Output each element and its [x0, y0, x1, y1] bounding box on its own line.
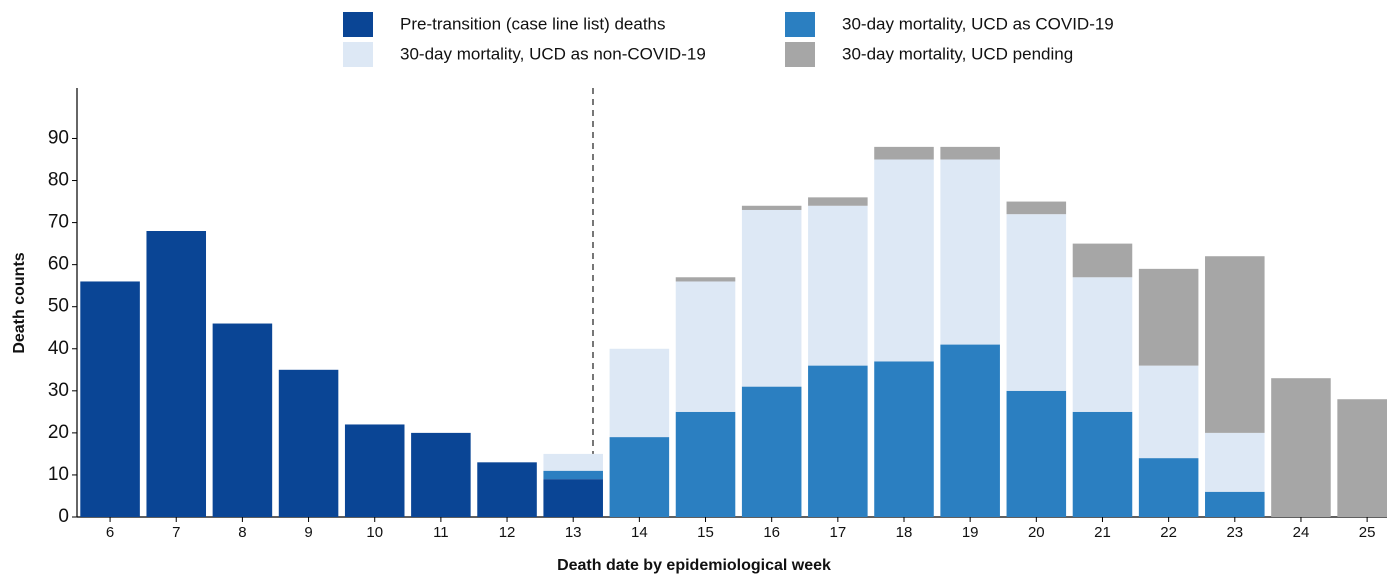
bar-segment	[80, 281, 140, 517]
x-tick-label: 8	[238, 524, 246, 541]
bar-segment	[543, 453, 603, 471]
bar-segment	[1138, 268, 1199, 366]
x-tick-label: 22	[1160, 524, 1177, 541]
x-tick-label: 15	[697, 524, 714, 541]
x-tick-label: 14	[631, 524, 648, 541]
bar-segment	[1205, 491, 1265, 517]
x-tick-label: 18	[896, 524, 913, 541]
bar-segment	[874, 159, 934, 362]
bar-segment	[1138, 458, 1199, 517]
legend-label: Pre-transition (case line list) deaths	[400, 14, 666, 33]
legend-label: 30-day mortality, UCD as non-COVID-19	[400, 44, 706, 63]
bar-segment	[212, 323, 273, 517]
bar-segment	[940, 344, 1000, 517]
bar-segment	[675, 277, 736, 282]
y-tick-label: 20	[48, 422, 69, 443]
bar-segment	[1072, 411, 1133, 517]
bar-segment	[940, 146, 1000, 160]
bar-segment	[741, 386, 802, 517]
bar-segment	[808, 205, 868, 366]
x-tick-label: 19	[962, 524, 979, 541]
bar-segment	[1138, 365, 1199, 459]
bar-segment	[543, 470, 603, 480]
bar-segment	[411, 432, 471, 517]
bar-segment	[675, 281, 736, 412]
bar-segment	[675, 411, 736, 517]
bar-segment	[609, 348, 670, 438]
x-tick-label: 13	[565, 524, 582, 541]
bar-segment	[874, 146, 934, 160]
bar-segment	[543, 479, 603, 517]
x-tick-label: 23	[1226, 524, 1243, 541]
y-tick-label: 40	[48, 338, 69, 359]
bar-segment	[1271, 378, 1331, 517]
bar-segment	[808, 197, 868, 206]
legend-label: 30-day mortality, UCD as COVID-19	[842, 14, 1114, 33]
x-tick-label: 20	[1028, 524, 1045, 541]
bar-segment	[741, 205, 802, 210]
bar-segment	[1337, 399, 1387, 517]
bar-segment	[344, 424, 405, 517]
x-tick-label: 16	[763, 524, 780, 541]
bar-segment	[808, 365, 868, 517]
x-tick-label: 10	[366, 524, 383, 541]
bar-segment	[1205, 256, 1265, 433]
bar-segment	[477, 462, 537, 517]
bar-segment	[741, 209, 802, 387]
x-tick-label: 7	[172, 524, 180, 541]
bar-segment	[874, 361, 934, 517]
bar-segment	[1072, 277, 1133, 412]
y-tick-label: 30	[48, 380, 69, 401]
y-tick-label: 80	[48, 170, 69, 191]
bar-segment	[1006, 201, 1067, 215]
bar-segment	[146, 231, 207, 517]
y-tick-label: 60	[48, 254, 69, 275]
legend-label: 30-day mortality, UCD pending	[842, 44, 1073, 63]
x-tick-label: 9	[304, 524, 312, 541]
x-axis-title: Death date by epidemiological week	[557, 557, 831, 574]
x-tick-label: 25	[1359, 524, 1376, 541]
legend-swatch	[343, 12, 373, 37]
bar-segment	[1006, 390, 1067, 517]
legend-swatch	[785, 12, 815, 37]
y-tick-label: 10	[48, 464, 69, 485]
x-tick-label: 12	[499, 524, 516, 541]
bar-segment	[1006, 214, 1067, 391]
x-tick-label: 6	[106, 524, 114, 541]
x-tick-label: 24	[1293, 524, 1310, 541]
y-axis-title: Death counts	[11, 252, 28, 353]
bar-segment	[940, 159, 1000, 345]
bar-segment	[609, 437, 670, 517]
bar-segment	[278, 369, 339, 517]
legend-swatch	[785, 42, 815, 67]
y-tick-label: 50	[48, 296, 69, 317]
x-tick-label: 17	[829, 524, 846, 541]
bar-segment	[1072, 243, 1133, 278]
y-tick-label: 90	[48, 127, 69, 148]
legend-swatch	[343, 42, 373, 67]
bar-segment	[1205, 432, 1265, 492]
y-tick-label: 70	[48, 212, 69, 233]
y-tick-label: 0	[58, 506, 69, 527]
x-tick-label: 21	[1094, 524, 1111, 541]
x-tick-label: 11	[433, 524, 449, 541]
